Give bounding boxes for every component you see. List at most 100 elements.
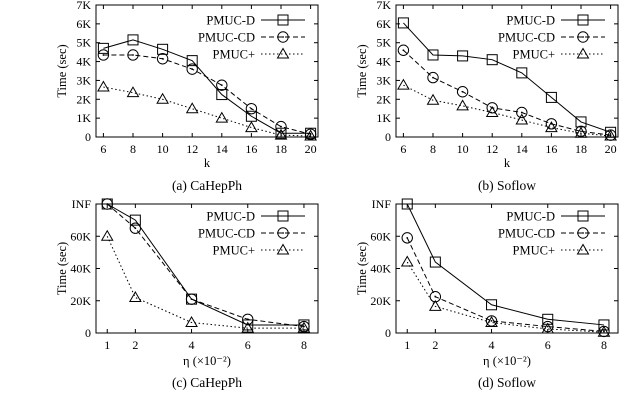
- legend-label: PMUC-D: [506, 14, 555, 28]
- data-point: [156, 53, 169, 65]
- data-point: [186, 55, 198, 67]
- data-point: [428, 299, 442, 311]
- x-tick-label: 4: [189, 338, 195, 352]
- y-axis-label: Time (sec): [55, 44, 69, 97]
- x-tick-label: 8: [601, 338, 607, 352]
- series-line: [403, 84, 611, 137]
- x-tick-label: 18: [575, 142, 587, 156]
- x-tick-label: 1: [104, 338, 110, 352]
- y-tick-label: 20K: [370, 294, 391, 308]
- data-point: [485, 316, 498, 328]
- x-tick-label: 14: [216, 142, 228, 156]
- legend-triangle-marker: [576, 47, 590, 59]
- data-point: [127, 34, 139, 46]
- data-point: [597, 325, 611, 337]
- data-point: [401, 198, 413, 210]
- x-tick-label: 12: [186, 142, 198, 156]
- series-pmuc-cd: [397, 44, 617, 141]
- y-tick-label: 6K: [76, 17, 91, 31]
- data-point: [485, 105, 499, 117]
- y-axis-label: Time (sec): [55, 242, 69, 295]
- legend-label: PMUC-D: [206, 14, 255, 28]
- data-point: [215, 111, 229, 123]
- legend-square-marker: [577, 14, 589, 26]
- series-line: [403, 49, 611, 136]
- data-point: [245, 103, 258, 115]
- data-point: [304, 129, 317, 141]
- data-point: [397, 17, 409, 29]
- series-pmuc-cd: [97, 49, 317, 140]
- series-pmuc-: [397, 78, 617, 141]
- data-point: [545, 91, 557, 103]
- legend-triangle-marker: [276, 243, 290, 255]
- y-tick-label: 4K: [376, 55, 391, 69]
- data-point: [186, 63, 198, 75]
- y-tick-label: 1K: [76, 111, 91, 125]
- x-axis-label: η (×10⁻²): [483, 354, 531, 368]
- y-tick-label: 2K: [376, 92, 391, 106]
- legend-label: PMUC+: [513, 244, 555, 258]
- data-point: [156, 92, 169, 104]
- y-tick-label: INF: [372, 197, 392, 211]
- caption: (c) CaHepPh: [172, 375, 242, 390]
- y-tick-label: 4K: [76, 55, 91, 69]
- data-point: [185, 102, 199, 114]
- y-tick-label: INF: [72, 197, 92, 211]
- series-pmuc-d: [397, 17, 617, 138]
- y-tick-label: 5K: [76, 36, 91, 50]
- y-tick-label: 0: [385, 130, 391, 144]
- caption: (d) Soflow: [478, 375, 536, 390]
- legend-label: PMUC-D: [506, 210, 555, 224]
- y-tick-label: 0: [85, 130, 91, 144]
- data-point: [426, 93, 440, 105]
- legend-circle-marker: [277, 227, 289, 239]
- data-point: [400, 255, 414, 267]
- data-point: [275, 120, 287, 133]
- series-line: [406, 203, 604, 326]
- y-tick-label: 20K: [70, 294, 91, 308]
- data-point: [216, 79, 228, 91]
- data-point: [157, 43, 169, 55]
- y-tick-label: 0: [85, 326, 91, 340]
- x-axis-label: k: [504, 156, 511, 170]
- data-point: [185, 316, 198, 328]
- data-point: [275, 127, 287, 139]
- legend-label: PMUC-CD: [498, 31, 555, 45]
- x-tick-label: 8: [430, 142, 436, 156]
- data-point: [486, 54, 498, 66]
- y-tick-label: 0: [385, 326, 391, 340]
- data-point: [101, 198, 113, 210]
- data-point: [216, 89, 228, 101]
- y-tick-label: 40K: [70, 262, 91, 276]
- data-point: [100, 229, 114, 241]
- x-tick-label: 2: [432, 338, 438, 352]
- x-axis-label: k: [204, 156, 211, 170]
- data-point: [241, 321, 255, 333]
- legend-square-marker: [277, 14, 289, 26]
- data-point: [598, 319, 610, 331]
- x-tick-label: 6: [545, 338, 551, 352]
- y-tick-label: 40K: [370, 262, 391, 276]
- x-tick-label: 16: [545, 142, 557, 156]
- data-point: [245, 121, 258, 133]
- x-tick-label: 14: [516, 142, 528, 156]
- data-point: [297, 321, 311, 333]
- x-axis-label: η (×10⁻²): [183, 354, 231, 368]
- data-point: [516, 106, 528, 119]
- y-tick-label: 2K: [76, 92, 91, 106]
- x-tick-label: 6: [400, 142, 406, 156]
- caption: (b) Soflow: [478, 178, 536, 193]
- data-point: [605, 126, 617, 138]
- legend: PMUC-D PMUC-CD PMUC+: [498, 210, 605, 258]
- data-point: [516, 67, 528, 79]
- data-point: [128, 291, 142, 303]
- series-line: [106, 236, 304, 329]
- legend-circle-marker: [277, 31, 289, 43]
- data-point: [574, 126, 588, 138]
- data-point: [457, 50, 469, 62]
- y-tick-label: 7K: [376, 0, 391, 12]
- data-point: [427, 49, 439, 61]
- data-point: [397, 78, 410, 90]
- x-tick-label: 2: [132, 338, 138, 352]
